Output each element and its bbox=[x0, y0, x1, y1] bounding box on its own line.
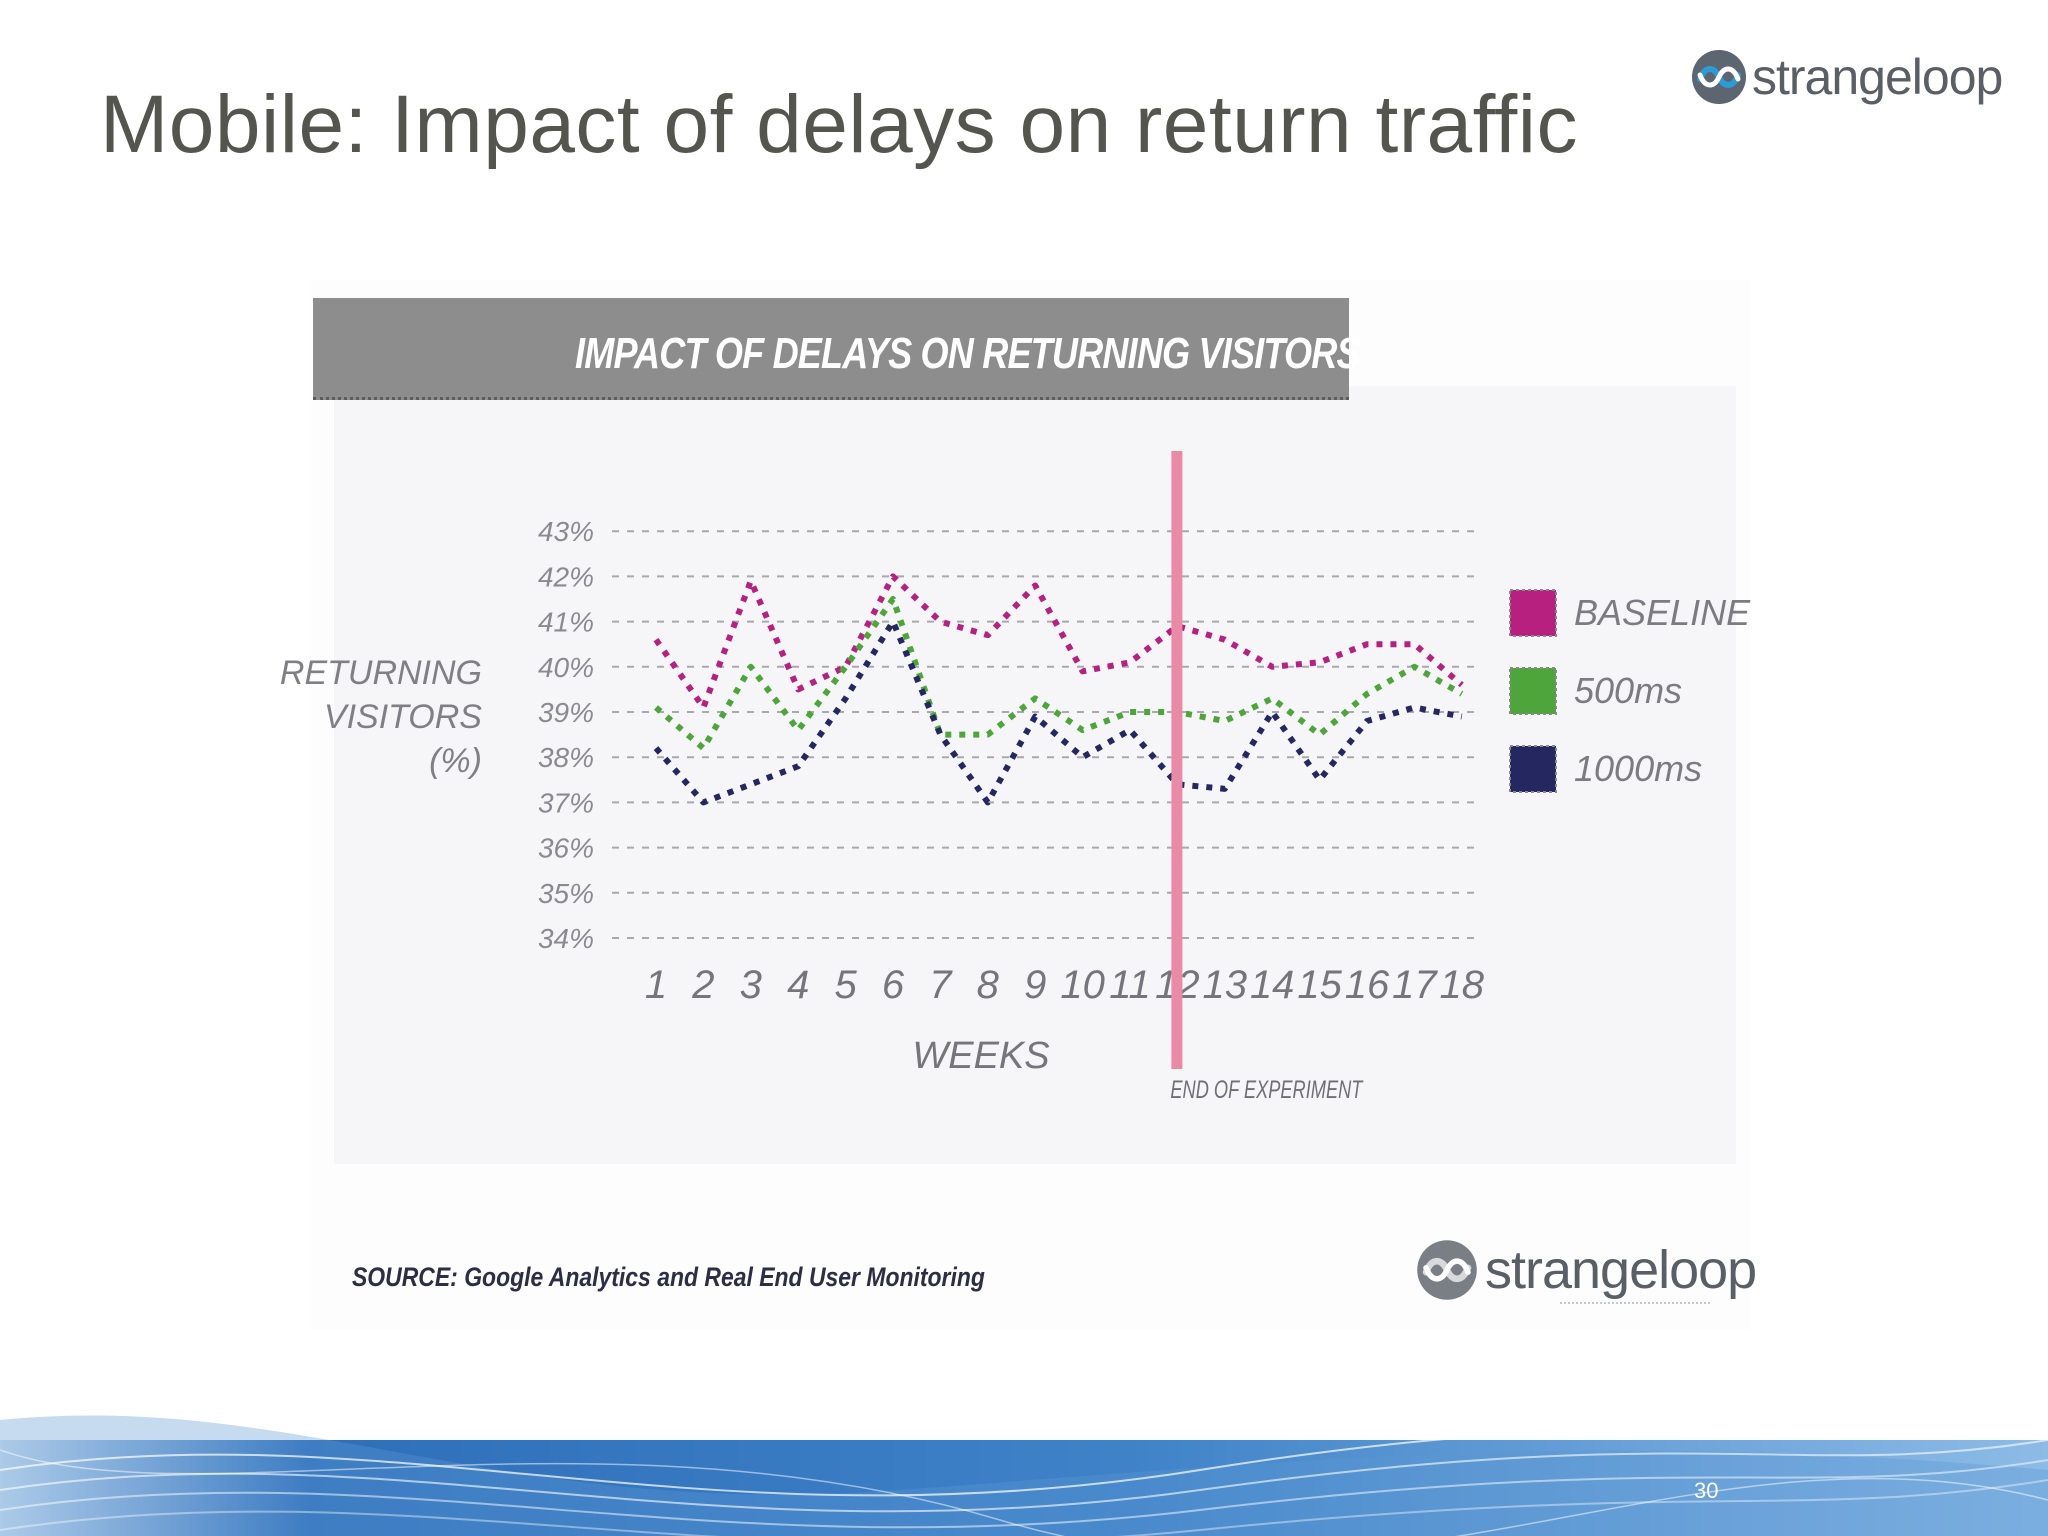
x-tick-label: 15 bbox=[1297, 963, 1342, 1007]
x-tick-label: 6 bbox=[882, 963, 905, 1007]
chart-background bbox=[334, 386, 1736, 1164]
y-tick-label: 35% bbox=[538, 878, 594, 909]
x-tick-label: 4 bbox=[787, 963, 809, 1007]
axis-ticks: 43%42%41%40%39%38%37%36%35%34%1 2 3 4 5 6 7 8 9 1… bbox=[538, 516, 1485, 1007]
y-tick-label: 40% bbox=[538, 652, 594, 683]
y-tick-label: 41% bbox=[538, 607, 594, 638]
footer-wave-decoration bbox=[0, 1415, 2048, 1536]
grid-lines bbox=[612, 530, 1482, 939]
x-tick-label: 14 bbox=[1250, 963, 1295, 1007]
brand-logo-bottom: strangeloop bbox=[1415, 1238, 1757, 1302]
x-tick-label: 17 bbox=[1392, 963, 1438, 1007]
chart-title-bar bbox=[313, 298, 1349, 400]
y-tick-label: 39% bbox=[538, 697, 594, 728]
x-axis-label: WEEKS bbox=[912, 1035, 1049, 1077]
x-tick-label: 9 bbox=[1024, 963, 1046, 1007]
x-tick-label: 1 bbox=[645, 963, 667, 1007]
legend-label: 500ms bbox=[1574, 670, 1682, 711]
series-line bbox=[654, 596, 1464, 752]
x-tick-label: 10 bbox=[1060, 963, 1105, 1007]
brand-wordmark-bottom: strangeloop bbox=[1485, 1240, 1757, 1300]
x-tick-label: 5 bbox=[834, 963, 857, 1007]
legend: BASELINE 500ms 1000ms bbox=[1509, 589, 1751, 793]
brand-url-underline bbox=[1560, 1302, 1710, 1308]
x-tick-label: 3 bbox=[740, 963, 762, 1007]
x-tick-label: 8 bbox=[977, 963, 1000, 1007]
axis-labels: RETURNING VISITORS (%) WEEKS bbox=[280, 654, 1050, 1077]
x-tick-label: 16 bbox=[1345, 963, 1390, 1007]
y-tick-label: 36% bbox=[538, 833, 594, 864]
legend-label: 1000ms bbox=[1574, 748, 1702, 789]
x-tick-label: 13 bbox=[1203, 963, 1248, 1007]
legend-swatch bbox=[1509, 589, 1557, 637]
x-tick-label: 11 bbox=[1109, 963, 1151, 1007]
x-tick-label: 7 bbox=[929, 963, 953, 1007]
y-tick-label: 42% bbox=[538, 561, 594, 592]
y-tick-label: 38% bbox=[538, 742, 594, 773]
y-tick-label: 43% bbox=[538, 516, 594, 547]
y-axis-label: RETURNING bbox=[280, 654, 482, 692]
annotation-label: END OF EXPERIMENT bbox=[1170, 1076, 1363, 1104]
x-tick-label: 2 bbox=[691, 963, 714, 1007]
legend-label: BASELINE bbox=[1574, 592, 1751, 633]
page-number: 30 bbox=[1694, 1478, 1719, 1503]
y-tick-label: 37% bbox=[538, 787, 594, 818]
source-note: SOURCE: Google Analytics and Real End Us… bbox=[352, 1262, 985, 1292]
slide-title: Mobile: Impact of delays on return traff… bbox=[100, 79, 1578, 170]
y-axis-label: (%) bbox=[429, 742, 482, 780]
x-tick-label: 18 bbox=[1440, 963, 1485, 1007]
y-axis-label: VISITORS bbox=[324, 698, 482, 736]
annotation-line bbox=[1171, 451, 1183, 1069]
annotation: END OF EXPERIMENT bbox=[1170, 451, 1364, 1104]
series-line bbox=[653, 573, 1464, 711]
brand-logo-top: strangeloop bbox=[1690, 48, 2003, 106]
series-lines bbox=[653, 573, 1464, 806]
legend-swatch bbox=[1509, 745, 1557, 793]
y-tick-label: 34% bbox=[538, 923, 594, 954]
infinity-logo-icon bbox=[1417, 1240, 1477, 1300]
brand-wordmark: strangeloop bbox=[1752, 49, 2003, 105]
infinity-logo-icon bbox=[1692, 50, 1746, 104]
legend-swatch bbox=[1509, 667, 1557, 715]
